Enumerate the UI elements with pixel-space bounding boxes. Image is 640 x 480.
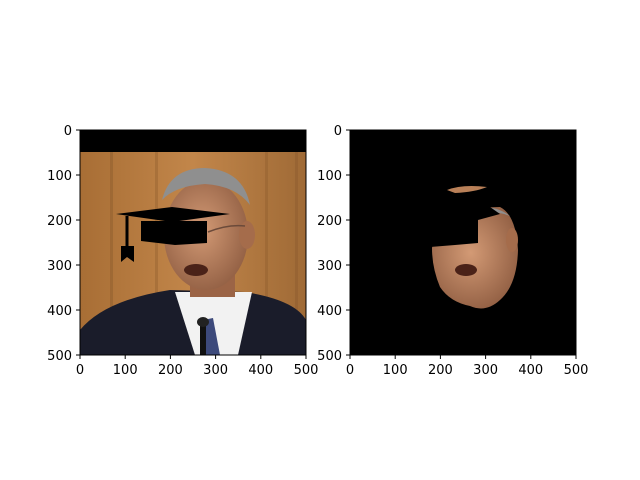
cap-board [116, 207, 230, 222]
ear [239, 221, 255, 249]
left-y-tick-label: 400 [47, 304, 72, 319]
wood-panel-line [110, 150, 113, 355]
wood-panel-line [295, 150, 298, 355]
left-x-tick-label: 100 [113, 363, 138, 378]
wood-panel-line [155, 150, 158, 355]
right-y-tick-label: 300 [317, 259, 342, 274]
top-black-band [80, 130, 306, 152]
right-y-tick-label: 500 [317, 349, 342, 364]
right-x-tick-label: 200 [428, 363, 453, 378]
right-y-tick-label: 200 [317, 214, 342, 229]
left-x-tick-label: 0 [76, 363, 84, 378]
left-image [80, 130, 306, 355]
right-x-tick-label: 300 [473, 363, 498, 378]
right-y-tick-label: 400 [317, 304, 342, 319]
left-y-tick-label: 300 [47, 259, 72, 274]
right-ticks: 0 100 200 300 400 500 0 100 200 300 400 500 [317, 124, 588, 378]
right-x-tick-label: 500 [564, 363, 589, 378]
right-image [350, 130, 576, 355]
right-y-tick-label: 0 [334, 124, 342, 139]
right-x-tick-label: 100 [383, 363, 408, 378]
cap-tassel [121, 246, 134, 262]
mouth [184, 264, 208, 276]
microphone [200, 318, 206, 355]
cap-crown [141, 221, 207, 245]
masked-ear [506, 228, 518, 252]
right-y-tick-label: 100 [317, 169, 342, 184]
left-subplot: 0 100 200 300 400 500 0 100 200 300 400 500 [47, 124, 318, 378]
tie [202, 318, 220, 355]
left-y-tick-label: 100 [47, 169, 72, 184]
glasses [207, 224, 246, 233]
left-y-tick-label: 0 [64, 124, 72, 139]
hair [162, 168, 250, 205]
right-x-tick-label: 400 [518, 363, 543, 378]
left-ticks: 0 100 200 300 400 500 0 100 200 300 400 500 [47, 124, 318, 378]
left-x-tick-label: 500 [294, 363, 319, 378]
mask-cap-board [430, 200, 500, 222]
mask-cap-crown [430, 220, 478, 247]
right-axes-frame [349, 129, 577, 356]
left-x-tick-label: 200 [158, 363, 183, 378]
left-x-tick-label: 400 [248, 363, 273, 378]
left-x-tick-label: 300 [203, 363, 228, 378]
left-y-tick-label: 500 [47, 349, 72, 364]
microphone-head [197, 317, 209, 327]
left-axes-frame [79, 129, 307, 356]
forehead-patch [447, 186, 487, 193]
masked-mouth [455, 264, 477, 276]
left-y-tick-label: 200 [47, 214, 72, 229]
wood-panel-line [265, 150, 268, 355]
right-x-tick-label: 0 [346, 363, 354, 378]
right-subplot: 0 100 200 300 400 500 0 100 200 300 400 500 [317, 124, 588, 378]
